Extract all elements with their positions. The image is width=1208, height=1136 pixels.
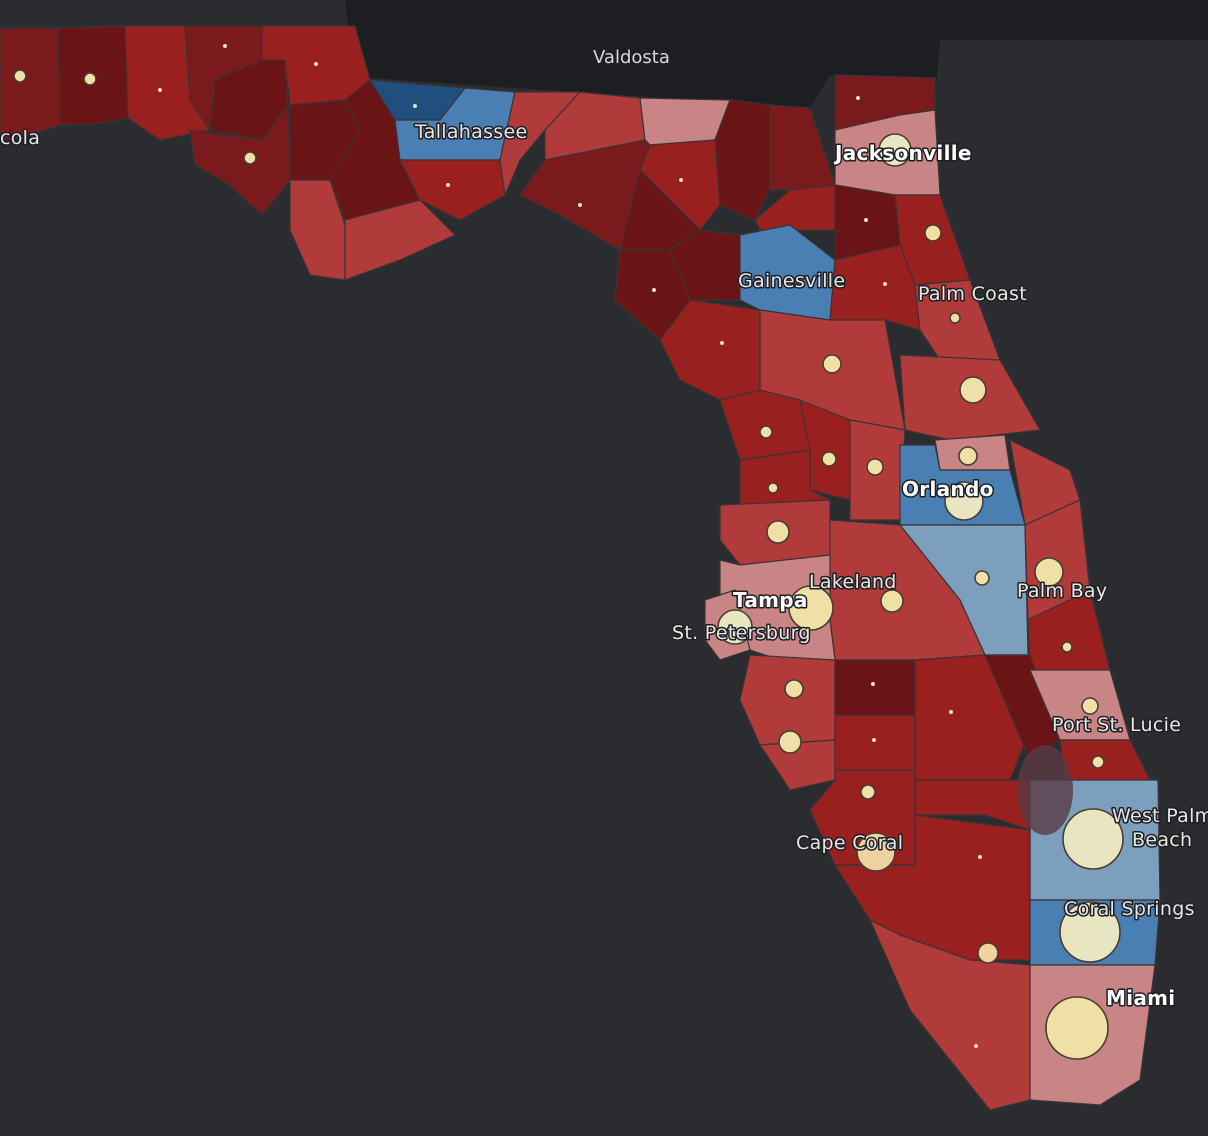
city-dot-small [413, 104, 417, 108]
city-dot[interactable] [759, 425, 773, 439]
city-label-cape-coral[interactable]: Cape Coral [795, 831, 905, 856]
city-dot-small [223, 44, 227, 48]
city-dot-small [883, 282, 887, 286]
county[interactable] [769, 104, 836, 191]
city-dot[interactable] [1034, 557, 1064, 587]
city-label-st-petersburg[interactable]: St. Petersburg [671, 621, 812, 646]
city-label-tampa[interactable]: Tampa [732, 587, 809, 614]
city-dot[interactable] [778, 730, 802, 754]
city-label-palm-coast[interactable]: Palm Coast [917, 282, 1029, 307]
city-dot-small [871, 682, 875, 686]
city-label-port-st-lucie[interactable]: Port St. Lucie [1051, 713, 1183, 738]
city-dot-small [978, 855, 982, 859]
county[interactable] [189, 104, 291, 216]
city-dot[interactable] [1081, 697, 1099, 715]
label-layer: Valdosta Jacksonville Tallahassee Gaines… [0, 47, 1208, 1012]
county[interactable] [1059, 739, 1151, 781]
city-dot-small [872, 738, 876, 742]
city-dot-small [720, 341, 724, 345]
city-dot[interactable] [856, 832, 896, 872]
city-dot[interactable] [924, 224, 942, 242]
city-label-miami[interactable]: Miami [1105, 985, 1177, 1012]
county[interactable] [754, 184, 836, 231]
county-layer [0, 25, 1161, 1111]
lake-okeechobee [1017, 745, 1073, 835]
city-dot[interactable] [974, 570, 990, 586]
city-dot[interactable] [977, 942, 999, 964]
city-label-west-palm-beach-line1[interactable]: West Palm [1111, 804, 1208, 829]
city-label-tallahassee[interactable]: Tallahassee [413, 120, 529, 145]
city-label-coral-springs[interactable]: Coral Springs [1063, 897, 1196, 922]
county[interactable] [799, 399, 851, 501]
city-dot[interactable] [243, 151, 257, 165]
city-label-gainesville[interactable]: Gainesville [737, 269, 847, 294]
city-dot[interactable] [83, 72, 97, 86]
city-dot[interactable] [822, 354, 842, 374]
county[interactable] [739, 449, 831, 506]
city-dot[interactable] [821, 451, 837, 467]
city-dot-small [949, 710, 953, 714]
city-label-west-palm-beach-line2[interactable]: Beach [1131, 828, 1194, 853]
city-dot-layer [13, 44, 1124, 1060]
city-dot[interactable] [1091, 755, 1105, 769]
city-dot-small [652, 288, 656, 292]
city-dot[interactable] [767, 482, 779, 494]
city-dot-small [314, 62, 318, 66]
city-label-palm-bay[interactable]: Palm Bay [1016, 579, 1109, 604]
city-dot[interactable] [958, 446, 978, 466]
city-dot[interactable] [1045, 996, 1109, 1060]
city-dot[interactable] [1061, 641, 1073, 653]
county[interactable] [399, 159, 506, 221]
city-dot[interactable] [13, 69, 27, 83]
city-dot-small [856, 96, 860, 100]
city-dot[interactable] [959, 376, 987, 404]
city-label-orlando[interactable]: Orlando [901, 476, 995, 503]
city-dot-small [974, 1044, 978, 1048]
city-dot[interactable] [1059, 901, 1121, 963]
county[interactable] [834, 659, 916, 716]
city-dot-small [446, 183, 450, 187]
county[interactable] [669, 229, 741, 301]
city-dot[interactable] [866, 458, 884, 476]
city-dot-small [158, 88, 162, 92]
city-dot[interactable] [717, 609, 753, 645]
county[interactable] [914, 779, 1031, 831]
city-dot-small [679, 178, 683, 182]
city-dot[interactable] [784, 679, 804, 699]
city-dot[interactable] [860, 784, 876, 800]
county[interactable] [0, 27, 61, 141]
county[interactable] [834, 714, 916, 771]
city-dot[interactable] [944, 481, 984, 521]
city-label-lakeland[interactable]: Lakeland [808, 570, 898, 595]
city-dot[interactable] [880, 589, 904, 613]
neighbor-state-land [345, 0, 1208, 108]
county[interactable] [714, 99, 771, 221]
county[interactable] [344, 199, 456, 281]
region-label-valdosta: Valdosta [593, 47, 670, 68]
city-dot[interactable] [1062, 808, 1124, 870]
city-label-jacksonville[interactable]: Jacksonville [832, 140, 973, 167]
city-dot[interactable] [766, 520, 790, 544]
county[interactable] [639, 139, 721, 231]
city-dot[interactable] [949, 312, 961, 324]
county[interactable] [719, 389, 811, 461]
city-dot[interactable] [878, 133, 912, 167]
city-label-pensacola-partial[interactable]: cola [0, 126, 41, 151]
city-dot-small [864, 218, 868, 222]
city-dot-small [578, 203, 582, 207]
city-dot[interactable] [788, 585, 834, 631]
